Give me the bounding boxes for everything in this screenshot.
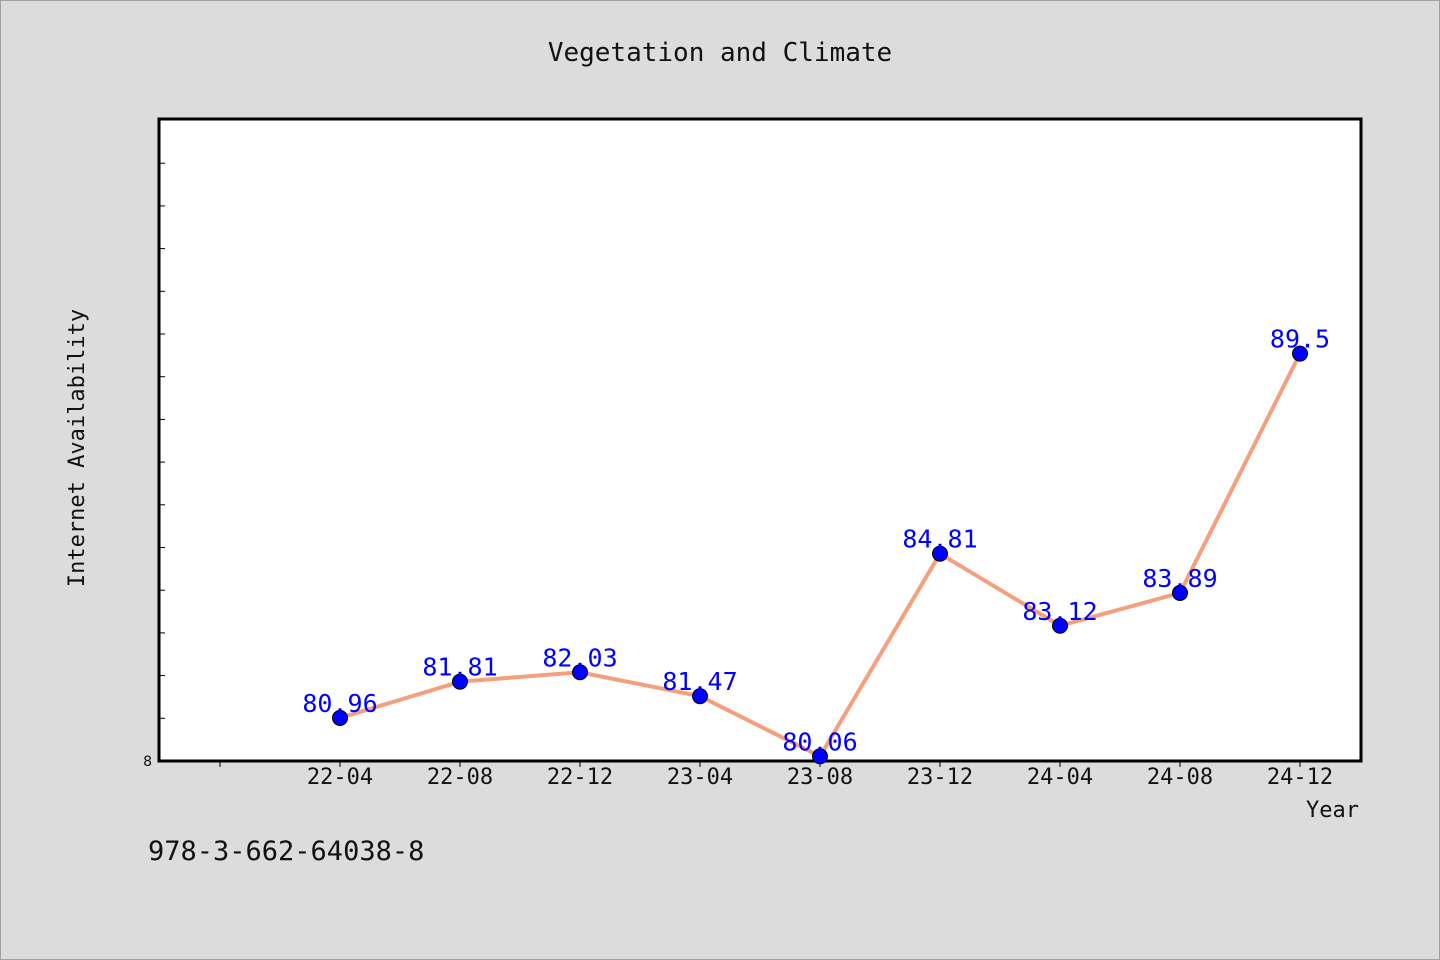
x-tick-label: 22-12 bbox=[547, 765, 613, 790]
data-label: 84.81 bbox=[902, 525, 977, 554]
x-tick-label: 23-08 bbox=[787, 765, 853, 790]
x-tick-label: 22-04 bbox=[307, 765, 373, 790]
data-label: 80.96 bbox=[302, 689, 377, 718]
data-point bbox=[572, 664, 588, 681]
data-point bbox=[452, 673, 468, 690]
series-layer: 80.96 81.81 82.03 81.47 80.06 84.81 83.12 83.89… bbox=[302, 325, 1330, 765]
y-axis-label: Internet Availability bbox=[65, 309, 90, 587]
data-point bbox=[932, 545, 948, 562]
x-tick-label: 22-08 bbox=[427, 765, 493, 790]
data-label: 80.06 bbox=[782, 727, 857, 756]
data-point bbox=[1052, 617, 1068, 634]
data-point bbox=[1292, 345, 1308, 362]
x-tick-label: 23-04 bbox=[667, 765, 733, 790]
data-label: 81.81 bbox=[422, 653, 497, 682]
data-label: 89.5 bbox=[1270, 325, 1330, 354]
data-point bbox=[812, 748, 828, 765]
chart-title: Vegetation and Climate bbox=[548, 38, 892, 68]
data-point bbox=[1172, 584, 1188, 601]
data-label: 82.03 bbox=[542, 643, 617, 672]
y-tick-label: 8 bbox=[143, 754, 152, 770]
x-tick-label: 24-04 bbox=[1027, 765, 1093, 790]
plot-area bbox=[157, 117, 1363, 763]
x-tick-label: 24-12 bbox=[1267, 765, 1333, 790]
x-tick-label: 24-08 bbox=[1147, 765, 1213, 790]
data-label: 83.12 bbox=[1022, 597, 1097, 626]
x-axis-label: Year bbox=[1306, 798, 1359, 823]
data-label: 81.47 bbox=[662, 667, 737, 696]
data-point bbox=[692, 688, 708, 705]
x-tick-label: 23-12 bbox=[907, 765, 973, 790]
isbn-text: 978-3-662-64038-8 bbox=[148, 836, 425, 867]
data-label: 83.89 bbox=[1142, 564, 1217, 593]
axis-ticks: 22-04 22-08 22-12 23-04 23-08 23-12 24-04 24-08… bbox=[159, 162, 1333, 790]
data-point bbox=[332, 709, 348, 726]
